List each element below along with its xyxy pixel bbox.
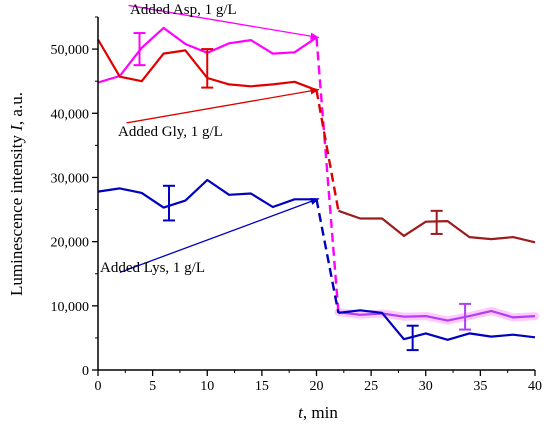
y-axis-title: Luminescence intensity I, a.u. xyxy=(7,92,26,296)
x-tick-label: 10 xyxy=(200,379,214,394)
y-tick-label: 40,000 xyxy=(51,107,90,122)
x-axis-title: t, min xyxy=(298,403,338,422)
lys-annotation-label: Added Lys, 1 g/L xyxy=(100,260,205,276)
plot-area xyxy=(97,26,539,352)
lys-errorbar-0 xyxy=(163,184,176,222)
x-tick-label: 15 xyxy=(255,379,269,394)
x-tick-label: 5 xyxy=(149,379,156,394)
y-tick-label: 30,000 xyxy=(51,171,90,186)
x-tick-label: 35 xyxy=(473,379,487,394)
x-tick-label: 25 xyxy=(364,379,378,394)
gly-series-drop xyxy=(315,89,340,212)
gly-errorbar-0 xyxy=(201,48,214,89)
axes: 0 5 10 15 20 25 30 35 40 0 10,000 20,000 30,000 40,00… xyxy=(51,16,542,394)
asp-series-after xyxy=(338,309,536,322)
asp-series-drop xyxy=(315,37,340,313)
y-axis-suffix: , a.u. xyxy=(7,92,26,125)
y-tick-label: 0 xyxy=(82,364,89,379)
asp-annotation-label: Added Asp, 1 g/L xyxy=(130,2,237,18)
asp-errorbar-1 xyxy=(459,302,472,331)
asp-annotation-arrow xyxy=(128,4,320,40)
x-axis-unit: , min xyxy=(303,403,338,422)
x-tick-label: 0 xyxy=(95,379,102,394)
x-tick-label: 30 xyxy=(419,379,433,394)
gly-errorbar-1 xyxy=(430,209,443,235)
lys-errorbar-1 xyxy=(406,324,419,352)
lys-series-after xyxy=(338,309,536,341)
x-axis-variable: t xyxy=(298,403,304,422)
lys-series-before xyxy=(97,178,317,209)
gly-annotation-label: Added Gly, 1 g/L xyxy=(118,124,223,140)
x-tick-label: 40 xyxy=(528,379,542,394)
gly-annotation-arrow xyxy=(126,87,320,124)
asp-errorbar-0 xyxy=(133,32,146,67)
y-axis-prefix: Luminescence intensity xyxy=(7,131,26,296)
y-tick-label: 20,000 xyxy=(51,236,90,251)
y-tick-label: 10,000 xyxy=(51,300,90,315)
lys-annotation-arrow xyxy=(119,198,320,274)
annotations: Added Asp, 1 g/L Added Gly, 1 g/L Added Ly… xyxy=(100,2,320,276)
y-axis-variable: I xyxy=(7,124,26,132)
x-tick-label: 20 xyxy=(310,379,324,394)
lys-series-drop xyxy=(315,199,340,314)
y-tick-label: 50,000 xyxy=(51,43,90,58)
